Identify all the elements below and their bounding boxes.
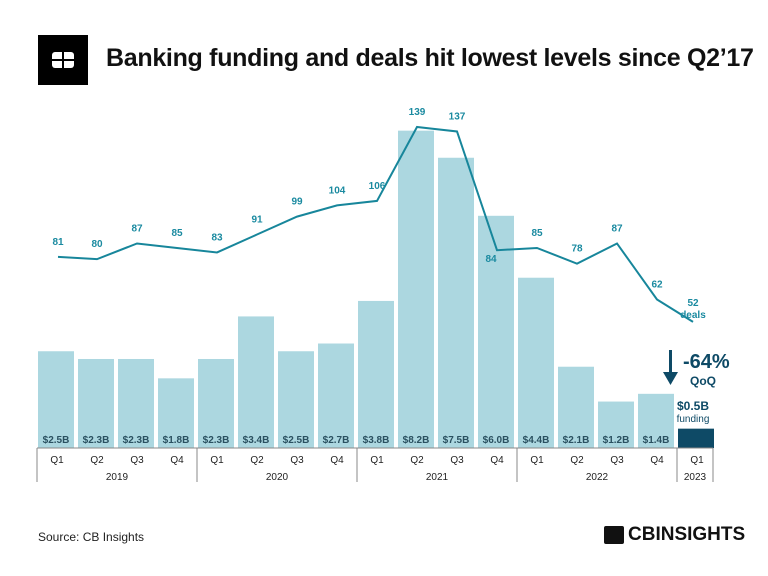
quarter-tick-label: Q2 bbox=[250, 455, 264, 466]
quarter-tick-label: Q1 bbox=[530, 455, 544, 466]
bar-label: $3.8B bbox=[363, 435, 390, 446]
quarter-tick-label: Q1 bbox=[210, 455, 224, 466]
quarter-tick-label: Q2 bbox=[570, 455, 584, 466]
deals-label: 78 bbox=[571, 244, 583, 255]
bar-label: $2.5B bbox=[43, 435, 70, 446]
bar-label: $2.3B bbox=[123, 435, 150, 446]
change-period: QoQ bbox=[690, 374, 716, 388]
chart-area: $2.5B Q1 $2.3B Q2 $2.3B Q3 $1.8B Q4 $2.3B Q1 $3.4B… bbox=[36, 107, 730, 483]
deals-label: 85 bbox=[531, 228, 543, 239]
deals-label: 80 bbox=[91, 239, 103, 250]
year-tick-label: 2020 bbox=[266, 472, 289, 483]
funding-bar bbox=[438, 157, 474, 448]
deals-unit-label: deals bbox=[680, 310, 706, 321]
brand-mark-icon bbox=[604, 526, 624, 544]
funding-bar bbox=[358, 300, 394, 448]
deals-label: 139 bbox=[409, 107, 426, 118]
funding-bar bbox=[638, 393, 674, 448]
funding-bar bbox=[278, 351, 314, 448]
bar-label: $8.2B bbox=[403, 435, 430, 446]
down-arrow-head-icon bbox=[663, 372, 678, 385]
change-percent: -64% bbox=[683, 351, 730, 373]
quarter-tick-label: Q3 bbox=[290, 455, 304, 466]
deals-label: 62 bbox=[651, 279, 663, 290]
deals-label: 85 bbox=[171, 228, 183, 239]
bar-label: $3.4B bbox=[243, 435, 270, 446]
year-tick-label: 2022 bbox=[586, 472, 609, 483]
deals-label: 84 bbox=[485, 254, 497, 265]
funding-bar bbox=[478, 215, 514, 448]
funding-bar bbox=[238, 316, 274, 448]
deals-label: 52 bbox=[687, 298, 699, 309]
quarter-tick-label: Q3 bbox=[130, 455, 144, 466]
funding-bar bbox=[198, 358, 234, 448]
bar-label: $1.8B bbox=[163, 435, 190, 446]
deals-label: 87 bbox=[611, 223, 623, 234]
bar-label: $6.0B bbox=[483, 435, 510, 446]
brand-logo: CBINSIGHTS bbox=[604, 524, 745, 546]
quarter-tick-label: Q3 bbox=[610, 455, 624, 466]
quarter-tick-label: Q4 bbox=[650, 455, 664, 466]
bar-label: $7.5B bbox=[443, 435, 470, 446]
deals-label: 99 bbox=[291, 197, 303, 208]
quarter-tick-label: Q4 bbox=[170, 455, 184, 466]
quarter-tick-label: Q2 bbox=[90, 455, 104, 466]
quarter-tick-label: Q1 bbox=[690, 455, 704, 466]
quarter-tick-label: Q2 bbox=[410, 455, 424, 466]
bar-label: $1.2B bbox=[603, 435, 630, 446]
quarter-tick-label: Q4 bbox=[490, 455, 504, 466]
deals-label: 83 bbox=[211, 232, 223, 243]
bar-label: $2.5B bbox=[283, 435, 310, 446]
quarter-tick-label: Q3 bbox=[450, 455, 464, 466]
quarter-tick-label: Q1 bbox=[370, 455, 384, 466]
last-funding-label: funding bbox=[677, 414, 710, 425]
quarter-tick-label: Q4 bbox=[330, 455, 344, 466]
deals-label: 104 bbox=[329, 185, 346, 196]
bar-label: $2.1B bbox=[563, 435, 590, 446]
year-tick-label: 2019 bbox=[106, 472, 129, 483]
year-tick-label: 2023 bbox=[684, 472, 707, 483]
last-funding-value: $0.5B bbox=[677, 399, 709, 413]
funding-bar bbox=[158, 378, 194, 448]
source-note: Source: CB Insights bbox=[38, 530, 145, 544]
funding-bar bbox=[118, 358, 154, 448]
deals-label: 137 bbox=[449, 111, 466, 122]
deals-line bbox=[57, 125, 694, 323]
bar-label: $2.3B bbox=[203, 435, 230, 446]
deals-label: 87 bbox=[131, 223, 143, 234]
funding-bar bbox=[518, 277, 554, 448]
chart-title: Banking funding and deals hit lowest lev… bbox=[106, 44, 754, 72]
cb-logo bbox=[38, 35, 88, 85]
funding-bar bbox=[678, 428, 714, 448]
funding-bar bbox=[558, 366, 594, 448]
quarter-tick-label: Q1 bbox=[50, 455, 64, 466]
year-tick-label: 2021 bbox=[426, 472, 449, 483]
funding-bar bbox=[38, 351, 74, 448]
bar-label: $4.4B bbox=[523, 435, 550, 446]
down-arrow-icon bbox=[669, 350, 672, 374]
deals-label: 106 bbox=[369, 181, 386, 192]
funding-bar bbox=[398, 130, 434, 448]
bar-label: $2.3B bbox=[83, 435, 110, 446]
bar-label: $1.4B bbox=[643, 435, 670, 446]
deals-label: 81 bbox=[52, 237, 64, 248]
bar-label: $2.7B bbox=[323, 435, 350, 446]
funding-bar bbox=[78, 358, 114, 448]
funding-bar bbox=[318, 343, 354, 448]
funding-bar bbox=[598, 401, 634, 448]
deals-label: 91 bbox=[251, 215, 263, 226]
